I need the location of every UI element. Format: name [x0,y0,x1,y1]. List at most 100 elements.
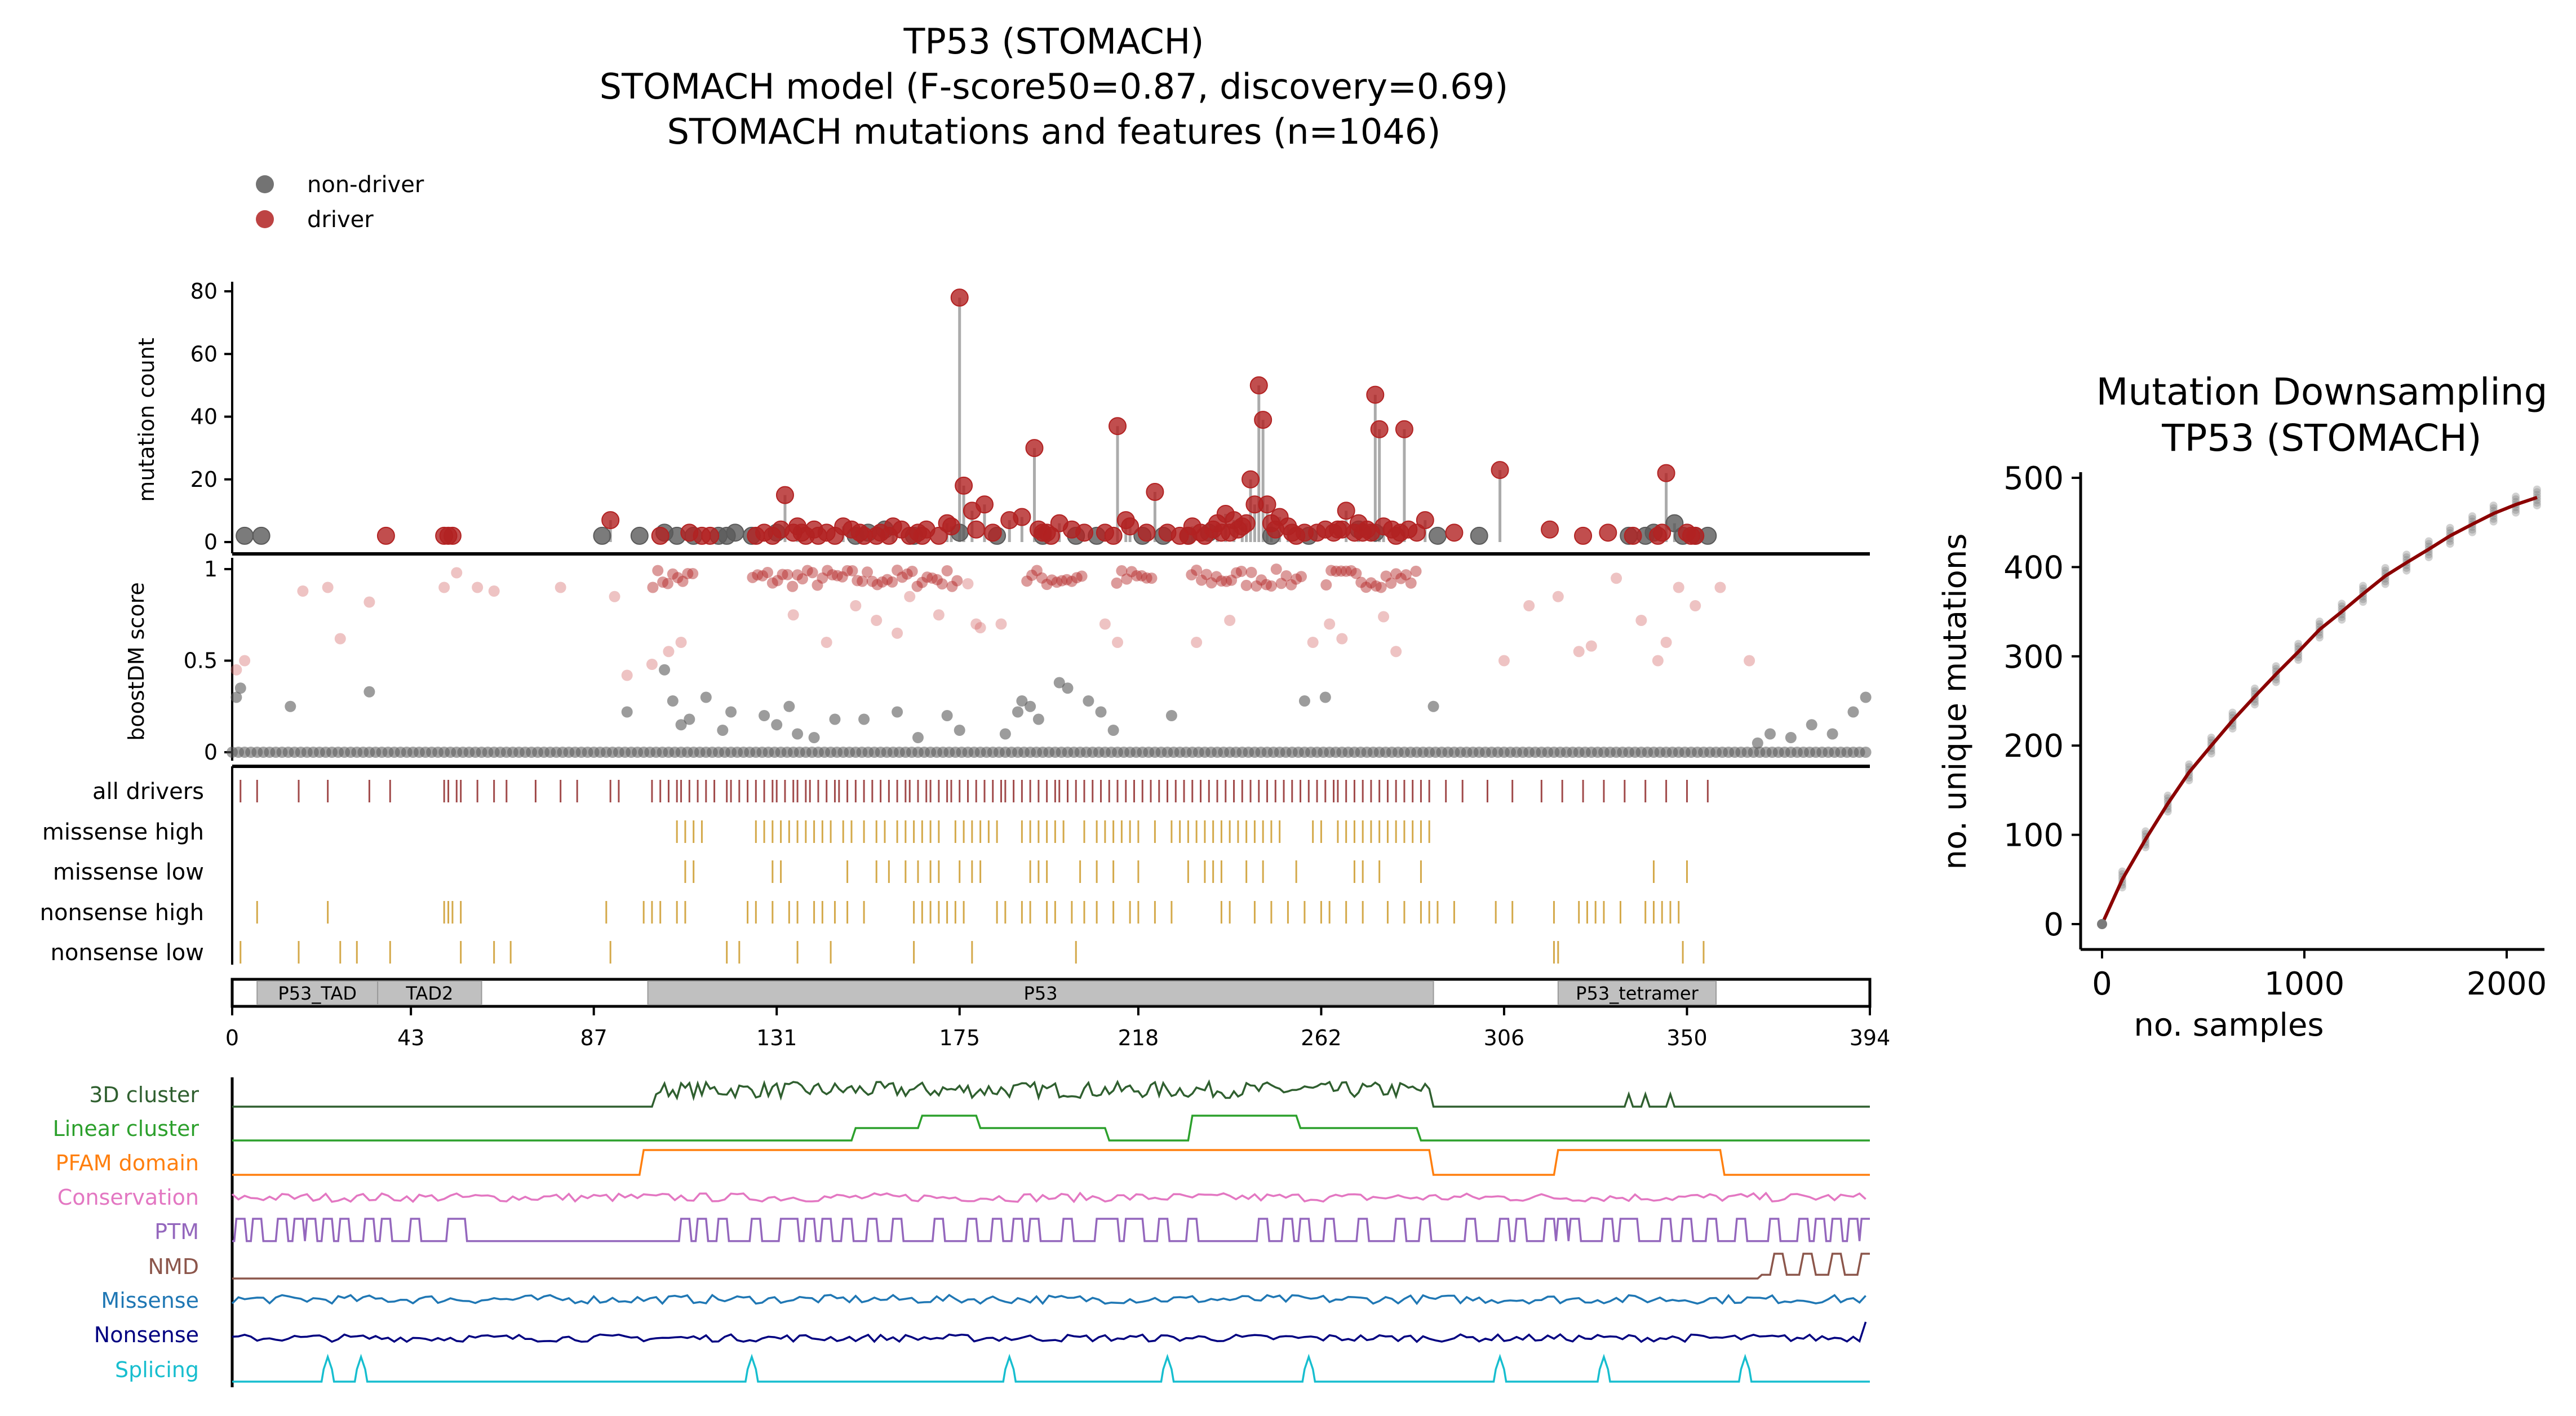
score-point-driver [846,565,858,576]
domain-box [1557,980,1717,1005]
downsampling-axes: 0 100 200 300 400 500 0 1000 2000 [2003,460,2547,1002]
domain-x-tick-label: 394 [1850,1026,1891,1050]
downsampling-x-tick-label: 2000 [2467,966,2547,1002]
score-point-driver [675,637,687,648]
lollipop-head [1146,483,1164,501]
score-point-driver [822,565,833,576]
score-point-driver [936,578,948,590]
downsampling-sample-point [2402,563,2411,572]
score-point-non-driver [1806,719,1817,731]
score-point-non-driver [771,719,783,731]
lollipop-head [1491,461,1509,480]
score-point-driver [1375,582,1387,593]
score-point-non-driver [1860,691,1872,703]
feature-track-lines [230,1077,1870,1387]
score-point-driver [876,576,888,588]
lollipop-head [929,526,948,545]
feature-track-label: 3D cluster [89,1082,199,1107]
score-point-driver [667,568,679,580]
score-point-driver [1041,579,1053,591]
track-conservation [231,1191,1866,1204]
score-point-driver [1370,580,1382,592]
downsampling-sample-point [2207,749,2215,758]
tick-row-label: missense high [42,819,204,845]
feature-track-label: PTM [154,1219,199,1244]
lollipop-head [1428,526,1447,545]
score-point-driver [1112,637,1124,648]
score-point-non-driver [1860,747,1872,758]
score-point-driver [901,568,913,580]
score-point-non-driver [1053,677,1065,689]
downsampling-sample-point [2489,501,2498,510]
domain-label: P53 [1024,983,1058,1004]
downsampling-sample-point [2446,526,2454,535]
lollipop-head [1258,495,1276,514]
score-point-driver [1205,577,1217,589]
track-ptm [232,1218,1870,1242]
score-point-driver [555,582,566,593]
downsampling-sample-point [2381,580,2389,588]
score-point-driver [1360,582,1372,593]
domain-x-tick-label: 0 [225,1026,239,1050]
score-point-driver [850,600,862,611]
score-point-non-driver [675,719,687,731]
lollipop-head [1445,523,1464,542]
downsampling-sample-point [2381,563,2389,572]
score-point-driver [931,574,943,585]
score-point-non-driver [954,725,965,736]
score-point-driver [1031,565,1043,576]
score-point-driver [1099,618,1111,630]
domain-x-tick-label: 87 [580,1026,608,1050]
downsampling-sample-point [2251,684,2259,693]
score-point-driver [1071,572,1083,584]
score-point-driver [1224,615,1236,626]
downsampling-sample-point [2228,725,2237,733]
score-point-driver [1186,569,1198,581]
score-point-driver [1340,565,1352,577]
score-point-driver [1673,582,1684,593]
score-point-driver [677,575,689,587]
score-point-driver [1270,563,1282,575]
score-point-non-driver [1427,700,1439,712]
score-point-driver [1335,565,1347,577]
score-point-driver [866,575,878,587]
score-point-non-driver [808,732,820,743]
lollipop-head [950,288,969,307]
downsampling-sample-point [2533,499,2541,507]
score-point-driver [752,569,764,581]
score-point-driver [970,618,982,630]
downsampling-sample-point [2512,495,2520,504]
score-point-driver [831,570,843,582]
score-point-driver [297,585,309,597]
score-point-driver [1307,637,1319,648]
downsampling-sample-point [2424,553,2433,561]
domain-x-tick-label: 306 [1484,1026,1525,1050]
score-point-non-driver [1095,706,1107,718]
score-point-driver [363,596,375,608]
score-point-driver [841,565,853,576]
downsampling-sample-point [2446,540,2454,548]
feature-track-label: Missense [101,1288,199,1313]
downsampling-title-line-1: Mutation Downsampling [2096,370,2548,414]
score-point-non-driver [700,691,712,703]
score-point-driver [1200,569,1212,580]
downsampling-sample-point [2489,504,2498,512]
score-point-driver [1221,575,1232,587]
lollipop-head [1242,470,1260,489]
downsampling-sample-point [2315,633,2324,642]
domain-x-tick-label: 218 [1118,1026,1159,1050]
score-point-driver [1036,572,1048,584]
downsampling-sample-point [2402,551,2411,559]
downsampling-sample-point [2402,553,2411,561]
score-point-driver [1026,569,1038,581]
lollipop-head [1686,526,1705,545]
score-point-driver [1211,571,1222,583]
downsampling-sample-point [2533,488,2541,496]
score-point-driver [1141,572,1152,584]
downsampling-y-tick-label: 100 [2003,818,2064,854]
score-point-driver [1280,570,1292,582]
score-point-driver [1230,567,1242,579]
lollipop-head [726,523,744,542]
legend-driver-marker [256,210,274,228]
score-point-driver [995,618,1007,630]
